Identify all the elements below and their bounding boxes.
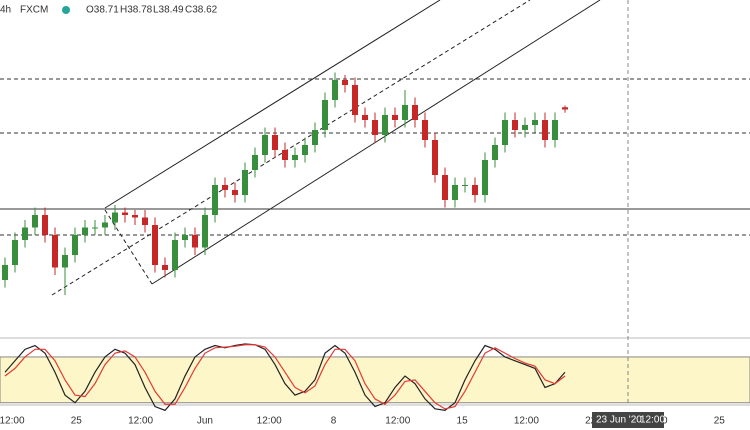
ohlc-high: H38.78 <box>120 5 153 16</box>
crosshair-time: 12:00 <box>640 415 665 426</box>
candle-body <box>472 185 478 195</box>
candle-body <box>242 170 248 195</box>
candle-body <box>172 240 178 270</box>
candle-body <box>482 160 488 195</box>
x-tick-label: 15 <box>457 416 469 427</box>
crosshair-date: 23 Jun '20 <box>596 415 642 426</box>
candle-body <box>192 235 198 248</box>
candle-body <box>302 145 308 155</box>
candle-body <box>182 235 188 240</box>
candle-body <box>342 80 348 85</box>
x-tick-label: 12:00 <box>385 416 410 427</box>
candle-body <box>362 115 368 120</box>
candle-body <box>292 155 298 160</box>
candle-body <box>212 185 218 215</box>
candle-body <box>72 235 78 255</box>
candle-body <box>272 135 278 150</box>
candle-body <box>442 175 448 200</box>
candle-body <box>422 120 428 140</box>
candle-body <box>332 80 338 100</box>
candle-body <box>512 120 518 130</box>
candle-body <box>152 225 158 265</box>
candle-body <box>382 115 388 135</box>
candle-body <box>122 212 128 215</box>
candle-body <box>92 227 98 229</box>
oscillator-line <box>4 344 566 410</box>
candle-body <box>12 240 18 265</box>
candle-body <box>542 120 548 140</box>
ohlc-close: C38.62 <box>185 5 218 16</box>
ohlc-open: O38.71 <box>86 5 119 16</box>
x-tick-label: 22 <box>585 416 597 427</box>
candle-body <box>312 130 318 145</box>
status-dot <box>62 6 70 14</box>
candle-body <box>42 215 48 235</box>
candle-body <box>392 115 398 120</box>
candle-body <box>562 107 568 110</box>
candle-body <box>32 215 38 228</box>
x-tick-label: 12:00 <box>0 416 25 427</box>
candle-body <box>372 120 378 135</box>
drawings <box>51 0 601 296</box>
candle-body <box>22 227 28 240</box>
x-tick-label: 12:00 <box>257 416 282 427</box>
candle-body <box>252 155 258 170</box>
channel-upper <box>104 0 441 209</box>
x-tick-label: 12:00 <box>514 416 539 427</box>
candle-body <box>132 215 138 218</box>
candle-body <box>402 105 408 120</box>
candle-body <box>352 85 358 115</box>
ohlc-low: L38.49 <box>153 5 184 16</box>
oscillator-line <box>4 343 566 412</box>
oscillator-band <box>0 356 750 404</box>
candle-body <box>502 120 508 145</box>
candle-body <box>552 120 558 140</box>
candle-body <box>522 125 528 130</box>
candle-body <box>202 215 208 248</box>
candle-body <box>2 265 8 280</box>
crosshair-box <box>592 412 664 428</box>
candle-body <box>452 185 458 200</box>
candle-body <box>322 100 328 130</box>
candle-body <box>222 185 228 190</box>
candle-body <box>462 185 468 186</box>
x-tick-label: 8 <box>331 416 337 427</box>
candle-body <box>82 227 88 235</box>
candle-body <box>412 105 418 120</box>
channel-middle <box>51 0 531 296</box>
candle-body <box>532 120 538 125</box>
interval: 4h <box>0 5 11 16</box>
candle-body <box>102 222 108 228</box>
x-tick-label: Jun <box>197 416 213 427</box>
candle-body <box>492 145 498 160</box>
candle-body <box>62 255 68 268</box>
candle-body <box>432 140 438 175</box>
candle-body <box>52 235 58 268</box>
x-tick-label: 12:00 <box>128 416 153 427</box>
candle-body <box>162 265 168 270</box>
x-tick-label: 25 <box>714 416 726 427</box>
channel-lower <box>151 0 601 285</box>
candle-body <box>282 150 288 160</box>
candle-body <box>112 212 118 223</box>
candle-body <box>142 217 148 225</box>
candle-body <box>262 135 268 155</box>
candle-body <box>232 190 238 195</box>
source: FXCM <box>20 5 48 16</box>
x-tick-label: 25 <box>71 416 83 427</box>
